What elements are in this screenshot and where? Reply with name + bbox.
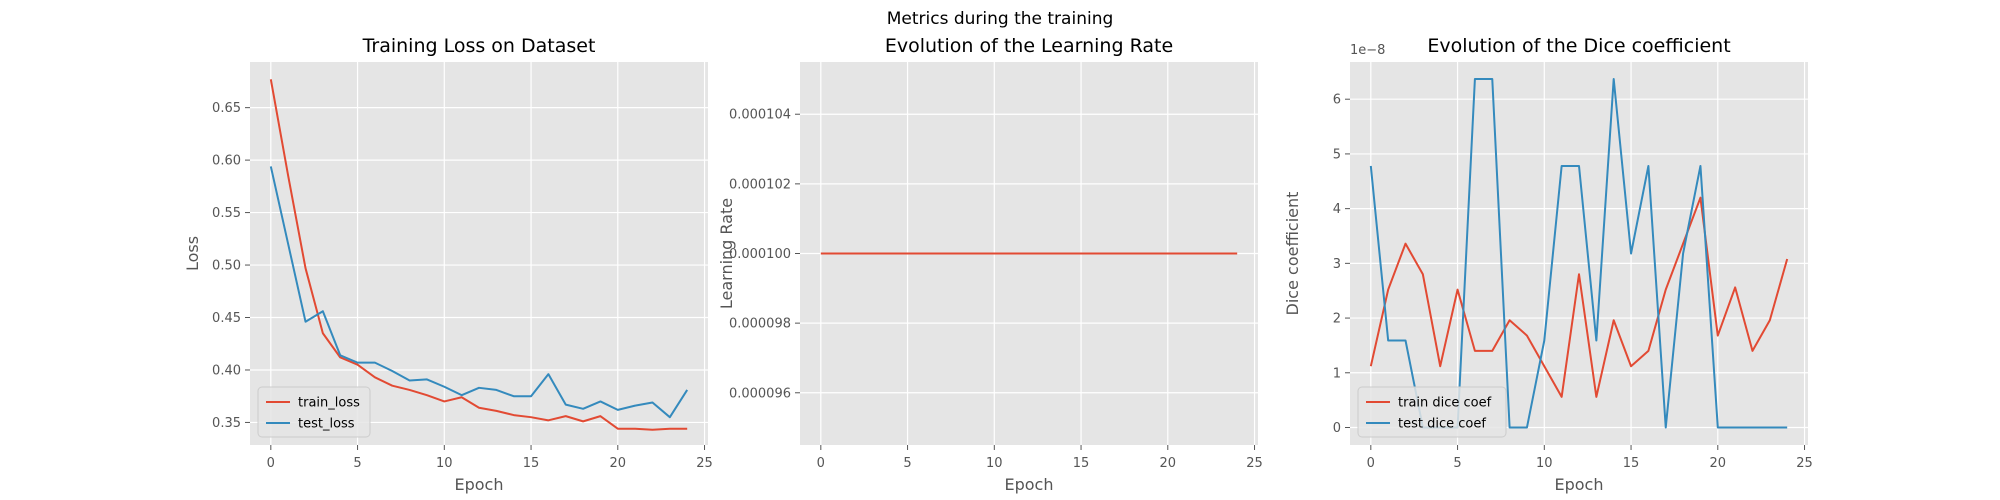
- y-tick-label: 0.55: [212, 206, 241, 221]
- x-tick-label: 25: [1796, 456, 1813, 471]
- series-line-train_loss: [269, 79, 688, 431]
- legend-entry: train dice coef: [1398, 396, 1492, 411]
- x-tick-label: 10: [1536, 456, 1553, 471]
- chart-title: Evolution of the Dice coefficient: [1427, 35, 1730, 57]
- y-tick-label: 0.000096: [729, 386, 791, 401]
- figure-suptitle: Metrics during the training: [887, 9, 1114, 29]
- chart-title: Evolution of the Learning Rate: [885, 35, 1173, 57]
- y-tick-label: 1: [1333, 366, 1341, 381]
- y-tick-label: 0.000102: [729, 177, 791, 192]
- chart-panel-2: 0 5 10 15 20 25 0.000096 0.000098 0.000100 0.0001…: [717, 35, 1263, 494]
- y-tick-label: 4: [1333, 202, 1341, 217]
- x-tick-label: 10: [436, 456, 453, 471]
- y-tick-label: 0: [1333, 421, 1341, 436]
- legend-entry: test dice coef: [1398, 417, 1486, 432]
- y-tick-label: 0.65: [212, 101, 241, 116]
- x-tick-label: 25: [696, 456, 713, 471]
- y-axis-label: Loss: [183, 236, 202, 271]
- plot-area: [250, 62, 708, 445]
- y-tick-label: 2: [1333, 312, 1341, 327]
- x-tick-label: 15: [1073, 456, 1090, 471]
- x-tick-label: 20: [1160, 456, 1177, 471]
- legend-box: [1357, 386, 1507, 438]
- legend-entry: train_loss: [298, 396, 360, 411]
- legend: train dice coef test dice coef: [1357, 386, 1507, 438]
- y-tick-label: 3: [1333, 257, 1341, 272]
- y-axis-label: Learning Rate: [717, 198, 736, 309]
- x-axis-label: Epoch: [1005, 475, 1054, 494]
- x-tick-label: 0: [1367, 456, 1375, 471]
- series-line-test_loss: [269, 166, 689, 419]
- legend-box: [257, 386, 371, 438]
- x-axis-label: Epoch: [455, 475, 504, 494]
- y-tick-label: 0.000100: [729, 247, 791, 262]
- x-tick-label: 25: [1246, 456, 1263, 471]
- x-tick-label: 5: [353, 456, 361, 471]
- x-tick-label: 5: [903, 456, 911, 471]
- chart-title: Training Loss on Dataset: [362, 35, 596, 57]
- chart-panel-1: 0 5 10 15 20 25 0.35 0.40 0.45 0.50 0.55 0.60 0.65 Tr…: [183, 35, 713, 494]
- legend-entry: test_loss: [298, 417, 355, 432]
- x-tick-label: 20: [1710, 456, 1727, 471]
- y-tick-label: 0.60: [212, 154, 241, 169]
- x-tick-label: 10: [986, 456, 1003, 471]
- plot-area: [1350, 62, 1808, 445]
- x-tick-label: 15: [523, 456, 540, 471]
- x-tick-label: 20: [610, 456, 627, 471]
- series-line-train-dice-coef: [1369, 196, 1789, 398]
- x-tick-label: 15: [1623, 456, 1640, 471]
- x-tick-label: 5: [1453, 456, 1461, 471]
- y-offset-text: 1e−8: [1350, 43, 1385, 58]
- y-tick-label: 0.000104: [729, 108, 791, 123]
- x-tick-label: 0: [267, 456, 275, 471]
- y-tick-label: 0.000098: [729, 317, 791, 332]
- legend: train_loss test_loss: [257, 386, 371, 438]
- y-tick-label: 0.50: [212, 259, 241, 274]
- y-tick-label: 5: [1333, 147, 1341, 162]
- chart-panel-3: 0 5 10 15 20 25 0 1 2 3 4 5 6 Evolution of the Dice c…: [1283, 35, 1813, 494]
- x-tick-label: 0: [817, 456, 825, 471]
- y-axis-label: Dice coefficient: [1283, 192, 1302, 316]
- y-tick-label: 0.35: [212, 416, 241, 431]
- y-tick-label: 0.40: [212, 363, 241, 378]
- x-axis-label: Epoch: [1555, 475, 1604, 494]
- y-tick-label: 0.45: [212, 311, 241, 326]
- y-tick-label: 6: [1333, 93, 1341, 108]
